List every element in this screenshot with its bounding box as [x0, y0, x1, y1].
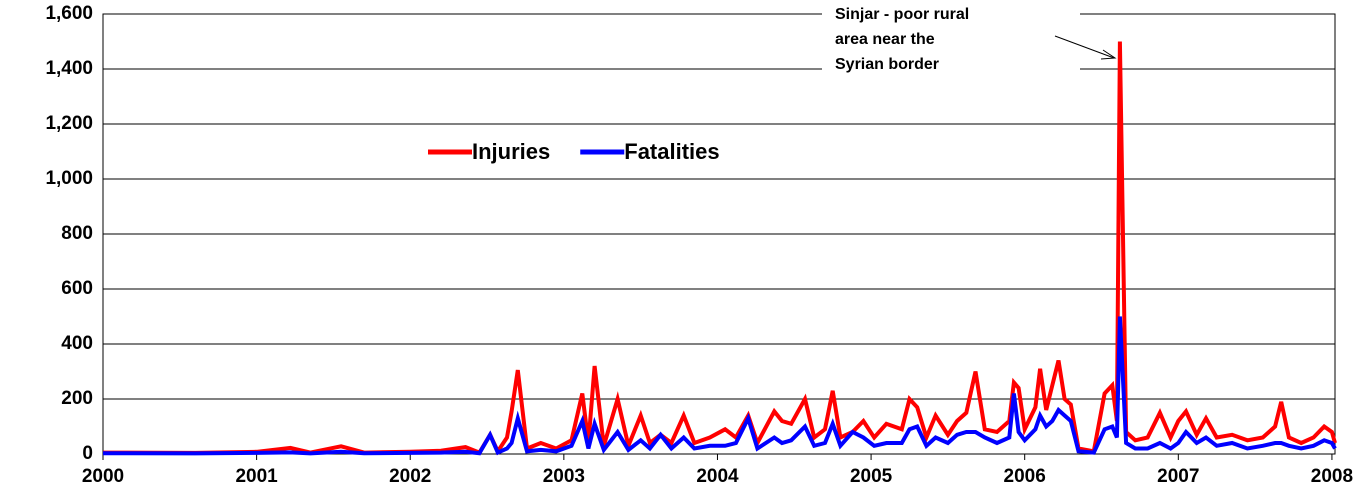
plot-frame: [102, 13, 1336, 455]
x-tick-label: 2001: [235, 466, 278, 487]
y-tick-label: 0: [82, 443, 93, 464]
y-tick-label: 1,400: [45, 58, 93, 79]
annotation-arrow: [1054, 35, 1115, 59]
x-tick-label: 2005: [850, 466, 893, 487]
y-tick-label: 200: [61, 388, 93, 409]
series-line: [102, 316, 1337, 456]
annotation-text: area near the: [835, 31, 935, 48]
y-tick-label: 1,600: [45, 3, 93, 24]
x-tick-label: 2002: [389, 466, 431, 487]
series-line: [102, 41, 1337, 456]
x-tick-label: 2007: [1157, 466, 1199, 487]
annotation-text: Syrian border: [835, 56, 939, 73]
y-tick-label: 1,000: [45, 168, 93, 189]
x-tick-label: 2003: [543, 466, 585, 487]
x-tick-label: 2004: [696, 466, 739, 487]
y-tick-label: 1,200: [45, 113, 93, 134]
legend-label: Injuries: [472, 139, 550, 164]
y-tick-label: 600: [61, 278, 93, 299]
y-tick-label: 800: [61, 223, 93, 244]
y-tick-label: 400: [61, 333, 93, 354]
x-tick-label: 2006: [1004, 466, 1046, 487]
annotation-bg: [822, 0, 1080, 86]
x-tick-label: 2008: [1311, 466, 1353, 487]
legend-label: Fatalities: [624, 139, 719, 164]
annotation-text: Sinjar - poor rural: [835, 6, 969, 23]
annotation-arrowhead: [1100, 49, 1117, 60]
x-tick-label: 2000: [82, 466, 124, 487]
